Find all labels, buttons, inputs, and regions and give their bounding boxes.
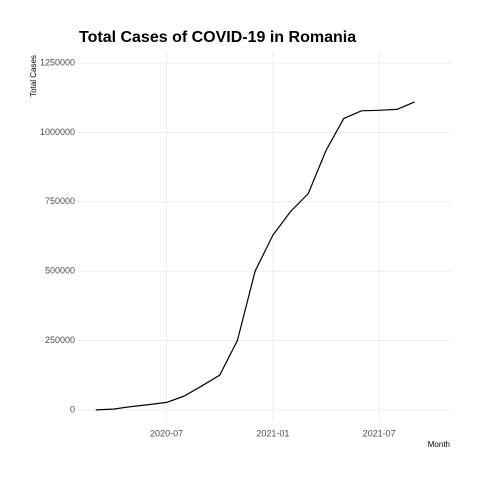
y-tick-label: 250000 [45, 335, 75, 345]
y-axis-title: Total Cases [29, 55, 38, 97]
y-tick-label: 0 [70, 404, 75, 414]
x-axis-title: Month [428, 440, 450, 449]
x-tick-label: 2020-07 [150, 428, 183, 438]
x-tick-label: 2021-07 [363, 428, 396, 438]
chart-title: Total Cases of COVID-19 in Romania [79, 29, 356, 46]
y-tick-label: 1000000 [40, 127, 75, 137]
y-tick-label: 500000 [45, 266, 75, 276]
y-tick-label: 750000 [45, 196, 75, 206]
y-tick-label: 1250000 [40, 57, 75, 67]
x-tick-label: 2021-01 [256, 428, 289, 438]
data-line [95, 101, 415, 411]
